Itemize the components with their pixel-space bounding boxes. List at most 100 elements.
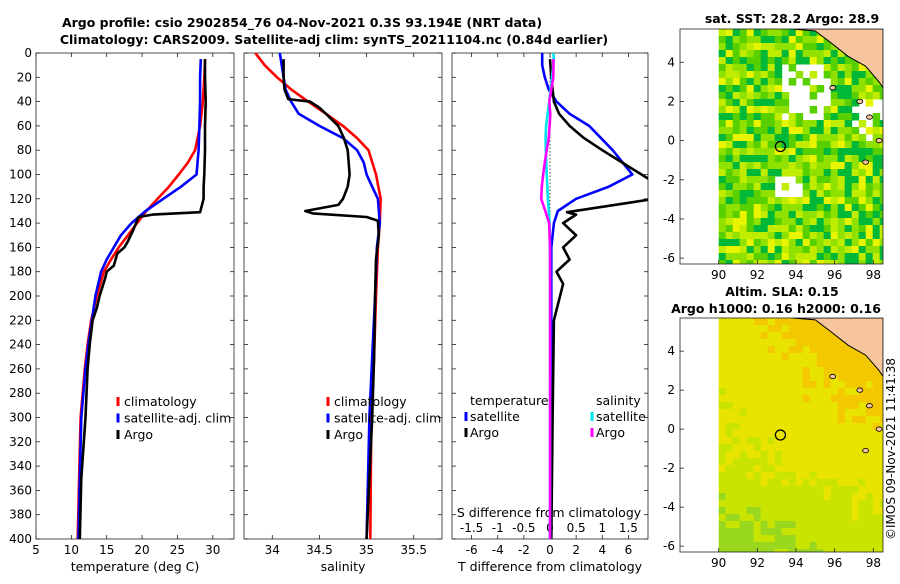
map-cell <box>725 190 734 198</box>
map-cell <box>788 423 797 431</box>
map-cell <box>816 141 825 149</box>
map-cell <box>732 190 741 198</box>
map-cell <box>795 535 804 543</box>
map-cell <box>802 43 811 51</box>
map-cell <box>767 176 776 184</box>
map-cell <box>739 528 748 536</box>
map-cell <box>872 92 881 100</box>
map-cell <box>879 500 883 508</box>
map-cell <box>725 36 734 44</box>
map-cell <box>781 50 790 58</box>
map-cell <box>823 232 832 240</box>
map-cell <box>732 232 741 240</box>
map-cell <box>725 353 734 361</box>
map-cell <box>739 444 748 452</box>
map-cell <box>781 332 790 340</box>
s-tick-label: 1 <box>598 521 606 535</box>
map-cell <box>774 507 783 515</box>
map-cell <box>753 318 762 326</box>
map-cell <box>760 388 769 396</box>
map-cell <box>851 486 860 494</box>
map-cell <box>767 549 776 552</box>
x-tick-label: 34.5 <box>306 543 333 557</box>
map-cell <box>837 521 846 529</box>
land-sumatra <box>792 318 883 378</box>
sst-map-title: sat. SST: 28.2 Argo: 28.9 <box>705 11 879 26</box>
map-cell <box>774 204 783 212</box>
map-cell <box>739 148 748 156</box>
map-cell <box>802 507 811 515</box>
map-cell <box>767 374 776 382</box>
x-tick-label: 10 <box>64 543 79 557</box>
map-cell <box>725 218 734 226</box>
map-cell <box>851 465 860 473</box>
map-cell <box>725 444 734 452</box>
temperature-panel: 0204060801001201401601802002202402602803… <box>9 46 235 574</box>
map-cell <box>760 36 769 44</box>
land-island <box>875 426 883 432</box>
map-cell <box>795 360 804 368</box>
map-cell <box>718 528 727 536</box>
map-cell <box>830 444 839 452</box>
map-cell <box>732 197 741 205</box>
map-cell <box>844 395 853 403</box>
map-cell <box>802 388 811 396</box>
map-cell <box>788 253 797 261</box>
map-cell <box>830 71 839 79</box>
map-cell <box>795 204 804 212</box>
map-cell <box>816 423 825 431</box>
map-cell <box>844 155 853 163</box>
map-cell <box>844 106 853 114</box>
map-cell <box>830 437 839 445</box>
map-cell <box>802 204 811 212</box>
map-cell <box>767 211 776 219</box>
map-cell <box>732 416 741 424</box>
map-cell <box>753 381 762 389</box>
map-cell <box>788 339 797 347</box>
map-cell <box>844 232 853 240</box>
map-cell <box>823 535 832 543</box>
map-cell <box>830 486 839 494</box>
map-cell <box>718 423 727 431</box>
map-x-tick-label: 92 <box>750 268 765 282</box>
map-cell <box>767 43 776 51</box>
map-cell <box>725 176 734 184</box>
map-cell <box>872 528 881 536</box>
map-cell <box>844 353 853 361</box>
map-cell <box>746 260 755 264</box>
map-cell <box>753 64 762 72</box>
map-cell <box>844 78 853 86</box>
land-island <box>862 447 869 454</box>
map-cell <box>851 521 860 529</box>
map-cell <box>837 92 846 100</box>
map-cell <box>823 549 832 552</box>
map-cell <box>781 232 790 240</box>
map-cell <box>760 332 769 340</box>
map-cell <box>732 458 741 466</box>
map-cell <box>760 549 769 552</box>
map-cell <box>718 218 727 226</box>
map-cell <box>844 162 853 170</box>
map-cell <box>739 120 748 128</box>
map-cell <box>851 381 860 389</box>
map-cell <box>781 479 790 487</box>
map-cell <box>879 92 883 100</box>
map-cell <box>753 120 762 128</box>
map-cell <box>865 395 874 403</box>
map-cell <box>851 155 860 163</box>
map-cell <box>844 148 853 156</box>
map-cell <box>746 50 755 58</box>
map-cell <box>809 458 818 466</box>
map-cell <box>746 141 755 149</box>
map-cell <box>802 465 811 473</box>
map-cell <box>823 141 832 149</box>
map-cell <box>837 423 846 431</box>
map-cell <box>767 395 776 403</box>
map-cell <box>739 260 748 264</box>
map-cell <box>788 549 797 552</box>
map-cell <box>781 528 790 536</box>
map-cell <box>760 218 769 226</box>
x-tick-label: -6 <box>466 543 478 557</box>
map-cell <box>851 479 860 487</box>
map-cell <box>872 402 881 410</box>
